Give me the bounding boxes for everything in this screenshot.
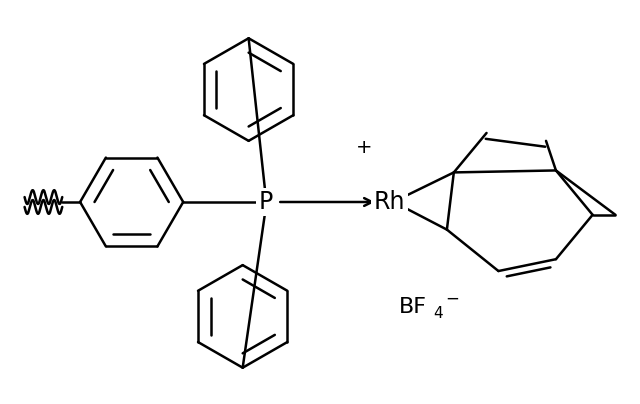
Text: −: − bbox=[445, 290, 459, 308]
Text: P: P bbox=[259, 190, 273, 214]
Text: Rh: Rh bbox=[374, 190, 405, 214]
Text: +: + bbox=[356, 138, 373, 157]
Text: 4: 4 bbox=[433, 306, 443, 321]
Text: BF: BF bbox=[399, 297, 428, 317]
